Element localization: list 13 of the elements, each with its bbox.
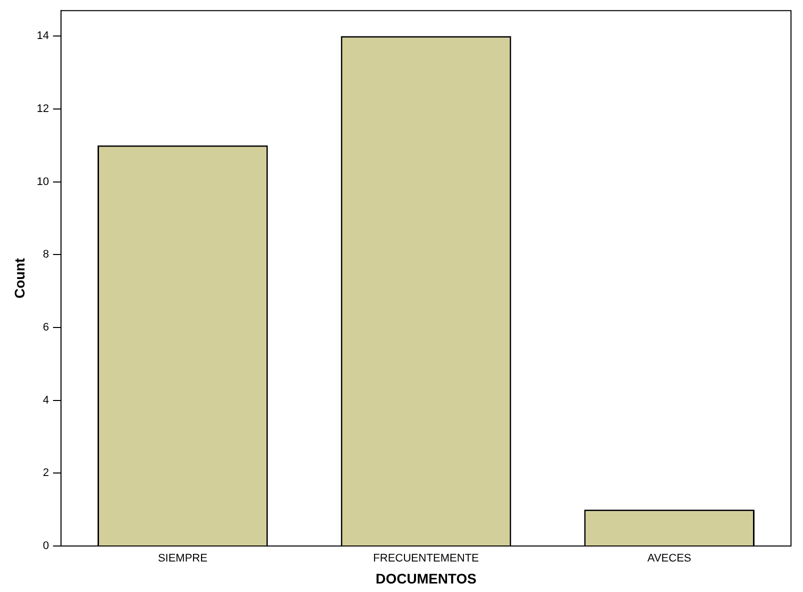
y-tick-label: 14 xyxy=(36,30,50,42)
y-tick-label: 12 xyxy=(36,102,50,115)
y-tick-label: 0 xyxy=(42,540,50,552)
x-axis-title: DOCUMENTOS xyxy=(376,570,476,586)
y-tick-label: 10 xyxy=(36,176,50,188)
y-axis-title: Count xyxy=(11,258,28,299)
x-tick-label: SIEMPRE xyxy=(158,552,208,565)
x-tick-label: FRECUENTEMENTE xyxy=(373,552,479,565)
y-tick-label: 4 xyxy=(42,394,50,406)
x-tick-label: AVECES xyxy=(647,552,692,565)
y-tick-label: 6 xyxy=(42,322,50,334)
y-tick-label: 8 xyxy=(42,248,50,261)
y-tick-label: 2 xyxy=(42,467,50,480)
